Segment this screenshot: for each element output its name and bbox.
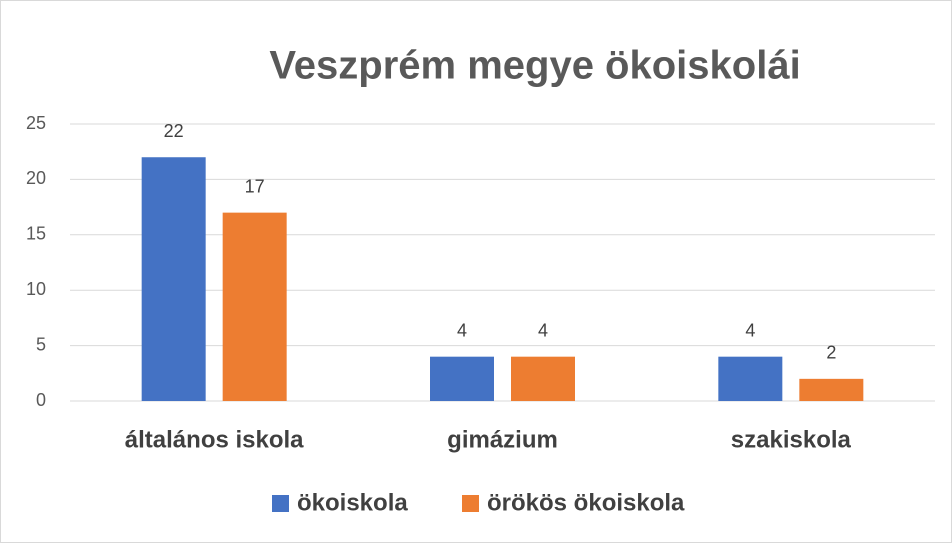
data-label: 17 — [245, 176, 265, 196]
data-label: 4 — [457, 320, 467, 340]
legend-label: ökoiskola — [297, 489, 408, 516]
bar — [430, 356, 494, 401]
y-tick-label: 20 — [26, 168, 46, 188]
x-tick-label: általános iskola — [125, 426, 304, 453]
y-tick-label: 0 — [36, 390, 46, 410]
data-label: 22 — [164, 121, 184, 141]
legend-swatch — [462, 495, 479, 512]
x-tick-label: gimázium — [447, 426, 558, 453]
bar — [222, 212, 287, 401]
x-tick-label: szakiskola — [731, 426, 852, 453]
bar — [141, 157, 206, 401]
y-tick-label: 25 — [26, 113, 46, 133]
bar — [718, 356, 783, 401]
chart-title: Veszprém megye ökoiskolái — [269, 44, 800, 88]
data-label: 2 — [826, 343, 836, 363]
y-tick-label: 15 — [26, 224, 46, 244]
bar — [511, 356, 575, 401]
bar — [799, 378, 864, 401]
y-tick-label: 5 — [36, 334, 46, 354]
data-label: 4 — [745, 320, 755, 340]
data-label: 4 — [538, 320, 548, 340]
legend-label: örökös ökoiskola — [487, 489, 685, 516]
y-tick-label: 10 — [26, 279, 46, 299]
legend-swatch — [272, 495, 289, 512]
